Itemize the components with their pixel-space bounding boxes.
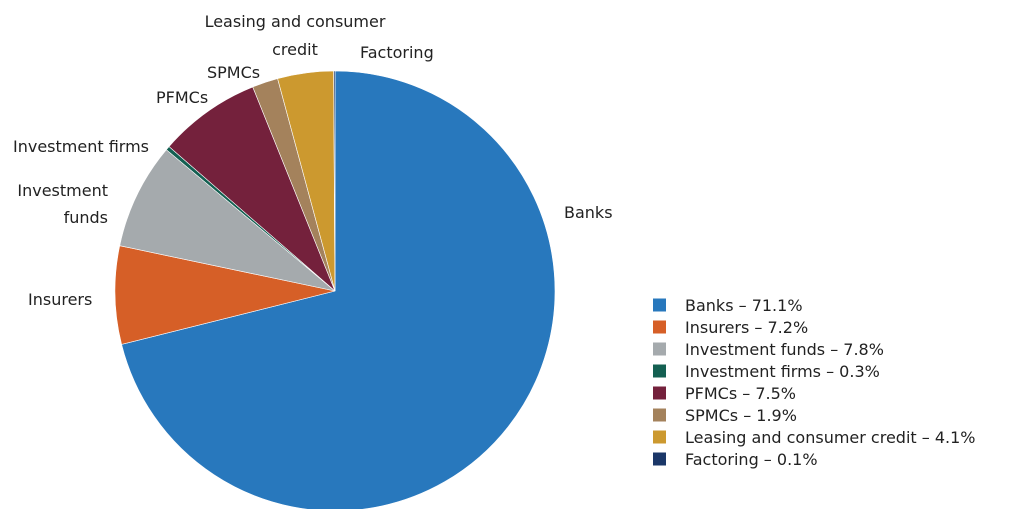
slice-label-investment-firms: Investment firms — [13, 137, 149, 156]
slice-label-insurers: Insurers — [28, 290, 92, 309]
pie-slice-insurers — [114, 245, 336, 345]
pie-slice-banks — [121, 70, 556, 509]
legend-item-insurers: Insurers – 7.2% — [653, 318, 808, 337]
legend-label: Insurers – 7.2% — [685, 318, 808, 337]
slice-label-line: Leasing and consumer — [205, 12, 386, 31]
legend-label: PFMCs – 7.5% — [685, 384, 796, 403]
slice-label-line: SPMCs — [207, 63, 260, 82]
slice-label-line: PFMCs — [156, 88, 208, 107]
legend-swatch — [653, 452, 666, 466]
legend-label: Investment firms – 0.3% — [685, 362, 880, 381]
legend-item-factoring: Factoring – 0.1% — [653, 450, 818, 469]
slice-label-line: Investment — [17, 181, 108, 200]
slice-label-line: funds — [64, 208, 108, 227]
legend-swatch — [653, 298, 666, 312]
legend-swatch — [653, 408, 666, 422]
slice-label-factoring: Factoring — [360, 43, 434, 62]
slice-label-line: Factoring — [360, 43, 434, 62]
legend-label: Leasing and consumer credit – 4.1% — [685, 428, 976, 447]
slice-label-line: Banks — [564, 203, 613, 222]
legend-label: Factoring – 0.1% — [685, 450, 818, 469]
slice-label-line: Investment firms — [13, 137, 149, 156]
legend-swatch — [653, 342, 666, 356]
legend-item-investment-firms: Investment firms – 0.3% — [653, 362, 880, 381]
pie-slice-pfmcs — [168, 86, 336, 292]
legend-item-leasing-and-consumer-credit: Leasing and consumer credit – 4.1% — [653, 428, 976, 447]
slice-label-leasing-and-consumer-credit: Leasing and consumer credit — [205, 12, 386, 59]
slice-label-line: Insurers — [28, 290, 92, 309]
slice-label-pfmcs: PFMCs — [156, 88, 208, 107]
legend-item-banks: Banks – 71.1% — [653, 296, 803, 315]
legend-swatch — [653, 364, 666, 378]
legend-swatch — [653, 320, 666, 334]
slice-label-line: credit — [272, 40, 318, 59]
legend-swatch — [653, 430, 666, 444]
legend: Banks – 71.1% Insurers – 7.2% Investment f… — [653, 296, 976, 469]
pie-slice-factoring — [333, 70, 336, 292]
slice-label-banks: Banks — [564, 203, 613, 222]
legend-item-investment-funds: Investment funds – 7.8% — [653, 340, 884, 359]
legend-label: Banks – 71.1% — [685, 296, 803, 315]
legend-item-spmcs: SPMCs – 1.9% — [653, 406, 797, 425]
legend-swatch — [653, 386, 666, 400]
pie-slices — [114, 70, 556, 509]
legend-item-pfmcs: PFMCs – 7.5% — [653, 384, 796, 403]
legend-label: Investment funds – 7.8% — [685, 340, 884, 359]
pie-slice-investment-funds — [119, 149, 336, 292]
slice-label-spmcs: SPMCs — [207, 63, 260, 82]
legend-label: SPMCs – 1.9% — [685, 406, 797, 425]
slice-label-investment-funds: Investment funds — [17, 181, 108, 227]
